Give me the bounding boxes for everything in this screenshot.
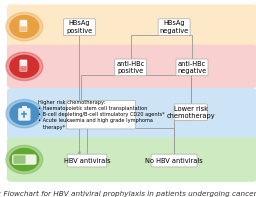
FancyBboxPatch shape (174, 104, 207, 121)
Circle shape (10, 103, 39, 125)
Circle shape (6, 99, 43, 128)
Circle shape (6, 145, 43, 174)
FancyBboxPatch shape (63, 19, 95, 36)
Circle shape (6, 12, 43, 41)
FancyBboxPatch shape (115, 59, 146, 76)
FancyBboxPatch shape (151, 154, 197, 167)
FancyBboxPatch shape (20, 26, 27, 32)
FancyBboxPatch shape (176, 59, 208, 76)
Text: anti-HBc
positive: anti-HBc positive (116, 61, 145, 74)
FancyBboxPatch shape (13, 155, 26, 164)
FancyBboxPatch shape (20, 20, 27, 23)
Text: HBsAg
negative: HBsAg negative (159, 20, 189, 34)
Text: anti-HBc
negative: anti-HBc negative (177, 61, 207, 74)
FancyBboxPatch shape (7, 4, 256, 49)
Text: No HBV antivirals: No HBV antivirals (145, 158, 203, 164)
Text: Figure 2: Flowchart for HBV antiviral prophylaxis in patients undergoing cancer : Figure 2: Flowchart for HBV antiviral pr… (0, 191, 256, 197)
Circle shape (10, 16, 39, 38)
FancyBboxPatch shape (67, 154, 107, 167)
FancyBboxPatch shape (7, 45, 256, 88)
FancyBboxPatch shape (20, 66, 27, 71)
FancyBboxPatch shape (67, 100, 136, 129)
FancyBboxPatch shape (158, 19, 190, 36)
FancyBboxPatch shape (20, 60, 27, 62)
FancyBboxPatch shape (19, 20, 27, 32)
FancyBboxPatch shape (18, 108, 30, 121)
FancyBboxPatch shape (7, 137, 256, 182)
Circle shape (10, 55, 39, 77)
Circle shape (6, 52, 43, 81)
Text: HBV antivirals: HBV antivirals (64, 158, 110, 164)
FancyBboxPatch shape (7, 88, 256, 139)
Circle shape (10, 149, 39, 171)
FancyBboxPatch shape (22, 106, 27, 110)
FancyBboxPatch shape (12, 154, 37, 165)
Text: HBsAg
positive: HBsAg positive (66, 20, 92, 34)
FancyBboxPatch shape (19, 59, 27, 72)
Text: Higher risk chemotherapy:
• Haematopoietic stem cell transplantation
• B-cell de: Higher risk chemotherapy: • Haematopoiet… (38, 100, 164, 130)
Text: Lower risk
chemotherapy: Lower risk chemotherapy (166, 106, 215, 119)
